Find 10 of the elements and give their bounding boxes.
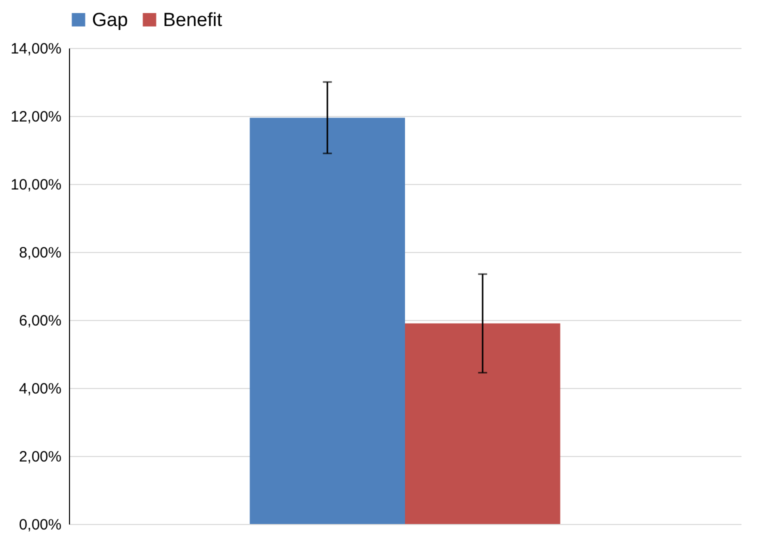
y-tick-label: 4,00% (18, 380, 62, 398)
legend-label: Benefit (163, 10, 223, 31)
y-tick-label: 8,00% (18, 244, 62, 262)
y-tick-label: 10,00% (10, 176, 62, 194)
y-tick-label: 2,00% (18, 448, 62, 466)
legend-label: Gap (92, 10, 128, 31)
y-tick-label: 14,00% (10, 40, 62, 58)
y-tick-label: 6,00% (18, 312, 62, 330)
y-tick-label: 12,00% (10, 108, 62, 126)
y-tick-label: 0,00% (18, 516, 62, 534)
